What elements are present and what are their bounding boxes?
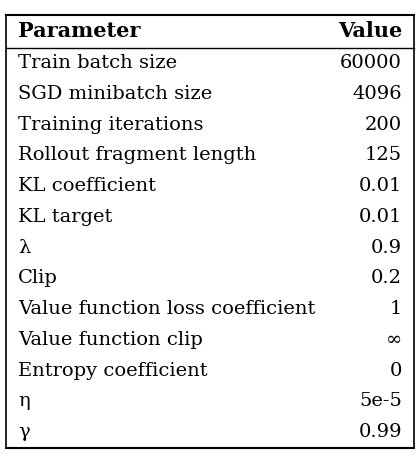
Text: KL target: KL target [18,208,113,226]
Text: λ: λ [18,239,31,256]
Text: 60000: 60000 [340,54,402,72]
Text: 0.01: 0.01 [359,208,402,226]
Text: Value: Value [338,22,402,42]
Text: Training iterations: Training iterations [18,116,204,134]
Text: Value function clip: Value function clip [18,331,203,349]
Text: 0.9: 0.9 [371,239,402,256]
Text: η: η [18,393,30,410]
Text: Rollout fragment length: Rollout fragment length [18,147,256,164]
Text: 200: 200 [365,116,402,134]
Text: Clip: Clip [18,269,58,288]
Text: 0: 0 [389,362,402,380]
Text: SGD minibatch size: SGD minibatch size [18,85,213,103]
Text: Train batch size: Train batch size [18,54,177,72]
Text: 0.2: 0.2 [371,269,402,288]
Text: 4096: 4096 [352,85,402,103]
Text: 125: 125 [365,147,402,164]
Text: γ: γ [18,423,30,441]
Text: Value function loss coefficient: Value function loss coefficient [18,300,315,318]
Text: 5e-5: 5e-5 [359,393,402,410]
Text: ∞: ∞ [386,331,402,349]
Text: 1: 1 [389,300,402,318]
Text: Parameter: Parameter [18,22,140,42]
Text: KL coefficient: KL coefficient [18,177,156,195]
Text: 0.99: 0.99 [358,423,402,441]
Text: Entropy coefficient: Entropy coefficient [18,362,208,380]
Text: 0.01: 0.01 [359,177,402,195]
